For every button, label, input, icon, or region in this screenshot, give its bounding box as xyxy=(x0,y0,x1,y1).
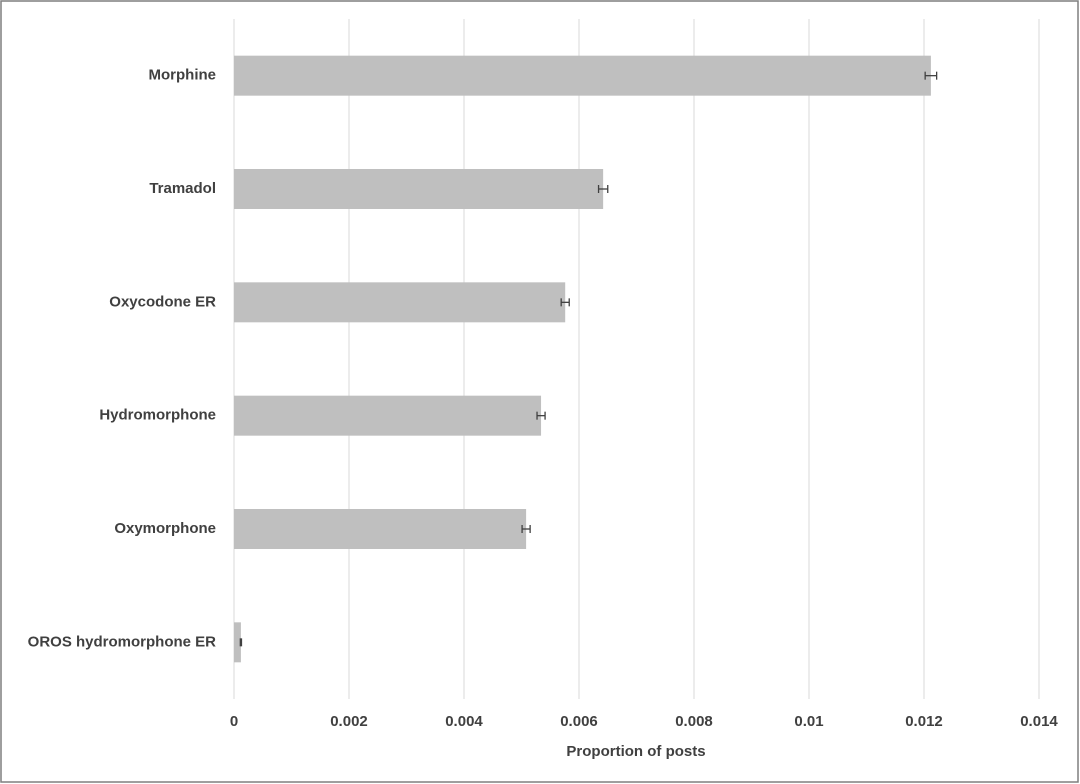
y-tick-label: OROS hydromorphone ER xyxy=(28,633,217,650)
bar xyxy=(234,509,527,549)
error-bar xyxy=(521,525,531,533)
x-axis-title: Proportion of posts xyxy=(566,743,705,760)
y-tick-label: Oxymorphone xyxy=(114,520,216,537)
x-tick-label: 0.008 xyxy=(675,713,713,730)
x-tick-label: 0.004 xyxy=(445,713,483,730)
x-tick-label: 0 xyxy=(230,713,238,730)
x-tick-label: 0.002 xyxy=(330,713,368,730)
bar xyxy=(234,55,931,96)
y-tick-label: Morphine xyxy=(149,67,217,84)
y-tick-label: Tramadol xyxy=(149,180,216,197)
plot xyxy=(234,55,938,663)
error-bar xyxy=(239,638,243,647)
y-tick-label: Hydromorphone xyxy=(99,407,216,424)
error-bar xyxy=(597,185,609,193)
error-bar xyxy=(560,298,570,307)
error-bar xyxy=(924,71,938,80)
bar xyxy=(234,169,604,209)
grid xyxy=(233,19,1040,699)
bar xyxy=(234,282,566,323)
x-tick-label: 0.01 xyxy=(794,713,823,730)
x-tick-label: 0.012 xyxy=(905,713,943,730)
y-tick-label: Oxycodone ER xyxy=(109,293,216,310)
bar xyxy=(234,622,241,663)
bar xyxy=(234,395,542,436)
error-bar xyxy=(536,411,546,420)
x-tick-label: 0.006 xyxy=(560,713,598,730)
x-tick-label: 0.014 xyxy=(1020,713,1058,730)
